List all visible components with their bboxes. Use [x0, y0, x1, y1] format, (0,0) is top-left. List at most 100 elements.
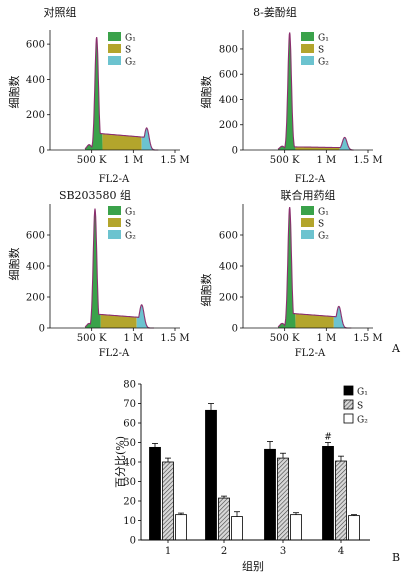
legend-label: G₂ [125, 58, 136, 68]
x-axis-label: FL2-A [99, 348, 130, 359]
flow-panel-gingerol: 8-姜酚组 细胞数 FL2-A 0 200 400 600 800 500 K 1 M 1.5… [200, 5, 383, 185]
flow-plot-area: 0 200 400 600 500 K 1 M 1.5 M G₁ S G₂ [219, 204, 383, 344]
legend-swatch [108, 44, 121, 53]
flow-panel-title: 联合用药组 [281, 188, 336, 202]
x-axis-label: FL2-A [99, 174, 130, 185]
bar [231, 516, 243, 541]
bar [218, 497, 230, 541]
y-axis-label: 细胞数 [200, 76, 213, 109]
g2-area [333, 306, 352, 328]
flow-plot-area: 0 200 400 600 500 K 1 M 1.5 M G₁ S G₂ [26, 30, 190, 166]
y-tick-label: 200 [219, 293, 238, 304]
x-tick-label: 2 [221, 546, 227, 557]
y-tick-label: 10 [123, 516, 136, 527]
x-axis-label: FL2-A [295, 174, 326, 185]
bar [290, 514, 302, 541]
x-axis-label: 组别 [242, 559, 264, 573]
g2-area [136, 304, 155, 328]
x-tick-label: 1.5 M [353, 333, 382, 344]
x-tick-label: 1.5 M [160, 155, 189, 166]
bar [175, 514, 187, 541]
y-axis-label: 细胞数 [8, 76, 21, 109]
x-tick-label: 500 K [77, 333, 107, 344]
bar [205, 409, 217, 541]
legend-swatch [301, 32, 314, 41]
legend-label: S [318, 46, 324, 56]
legend-label: G₁ [318, 208, 329, 218]
x-tick-label: 500 K [270, 333, 300, 344]
flow-panel-title: SB203580 组 [59, 188, 131, 202]
legend-swatch [301, 206, 314, 215]
y-tick-label: 20 [123, 497, 136, 508]
legend-swatch [343, 413, 354, 424]
histogram-fit-line [277, 32, 354, 151]
y-tick-label: 60 [123, 419, 136, 430]
y-tick-label: 400 [26, 262, 45, 273]
flow-panel-combination: 联合用药组 细胞数 FL2-A 0 200 400 600 500 K 1 M 1.5 M G… [200, 188, 383, 359]
x-tick-label: 500 K [77, 155, 107, 166]
flow-panel-title: 对照组 [44, 5, 77, 19]
y-tick-label: 30 [123, 477, 136, 488]
y-tick-label: 200 [26, 110, 45, 121]
bar-plot-area: #0 10 20 30 40 50 60 70 80 1 2 3 4 G₁ S G₂ [123, 380, 370, 557]
y-tick-label: 0 [232, 146, 238, 157]
panel-label-a: A [391, 342, 401, 355]
y-tick-label: 200 [26, 293, 45, 304]
g1-area [85, 208, 101, 328]
y-tick-label: 600 [219, 231, 238, 242]
y-tick-label: 80 [123, 380, 136, 391]
legend-swatch [301, 218, 314, 227]
legend-label: S [125, 46, 131, 56]
legend-label: S [357, 402, 363, 412]
s-phase-area [102, 133, 142, 150]
legend-label: G₂ [357, 416, 368, 426]
x-tick-label: 1 M [316, 333, 336, 344]
y-tick-label: 0 [232, 324, 238, 335]
legend-swatch [108, 218, 121, 227]
histogram-fit-line [84, 36, 159, 151]
legend-swatch [108, 32, 121, 41]
y-tick-label: 400 [219, 95, 238, 106]
g1-area [278, 32, 296, 150]
bar [348, 515, 360, 541]
x-tick-label: 1 M [123, 333, 143, 344]
legend-label: G₁ [318, 34, 329, 44]
legend-label: G₂ [318, 58, 329, 68]
x-axis-label: FL2-A [295, 348, 326, 359]
significance-mark: # [324, 433, 332, 443]
x-tick-label: 1 M [316, 155, 336, 166]
legend-swatch [301, 230, 314, 239]
y-tick-label: 0 [39, 146, 45, 157]
bar [277, 457, 289, 541]
legend-swatch [301, 56, 314, 65]
legend-label: G₁ [125, 34, 136, 44]
y-tick-label: 600 [26, 40, 45, 51]
legend-label: G₁ [357, 388, 368, 398]
flow-panel-control: 对照组 细胞数 FL2-A 0 200 400 600 500 K 1 M 1.5 M G₁ S… [8, 5, 190, 185]
legend-swatch [108, 206, 121, 215]
x-tick-label: 500 K [270, 155, 300, 166]
y-axis-label: 细胞数 [8, 248, 21, 281]
y-tick-label: 0 [130, 536, 136, 547]
legend-label: G₂ [318, 232, 329, 242]
y-tick-label: 50 [123, 438, 136, 449]
flow-plot-area: 0 200 400 600 500 K 1 M 1.5 M G₁ S G₂ [26, 204, 190, 344]
y-tick-label: 0 [39, 324, 45, 335]
x-tick-label: 3 [280, 546, 286, 557]
x-tick-label: 1 M [123, 155, 143, 166]
y-tick-label: 600 [26, 231, 45, 242]
y-tick-label: 400 [26, 75, 45, 86]
bar [264, 448, 276, 541]
legend-swatch [108, 230, 121, 239]
bar-chart: 百分比(%) 组别 #0 10 20 30 40 50 60 70 80 1 2 3 4 G₁ S G₂ [114, 380, 370, 573]
flow-panel-sb203580: SB203580 组 细胞数 FL2-A 0 200 400 600 500 K 1 M 1… [8, 188, 190, 359]
legend-label: G₂ [125, 232, 136, 242]
legend-swatch [343, 385, 354, 396]
flow-panel-title: 8-姜酚组 [253, 5, 297, 19]
g2-area [141, 127, 159, 150]
g1-area [85, 37, 103, 150]
x-tick-label: 1.5 M [160, 333, 189, 344]
y-tick-label: 800 [219, 44, 238, 55]
histogram-fit-line [277, 206, 352, 329]
